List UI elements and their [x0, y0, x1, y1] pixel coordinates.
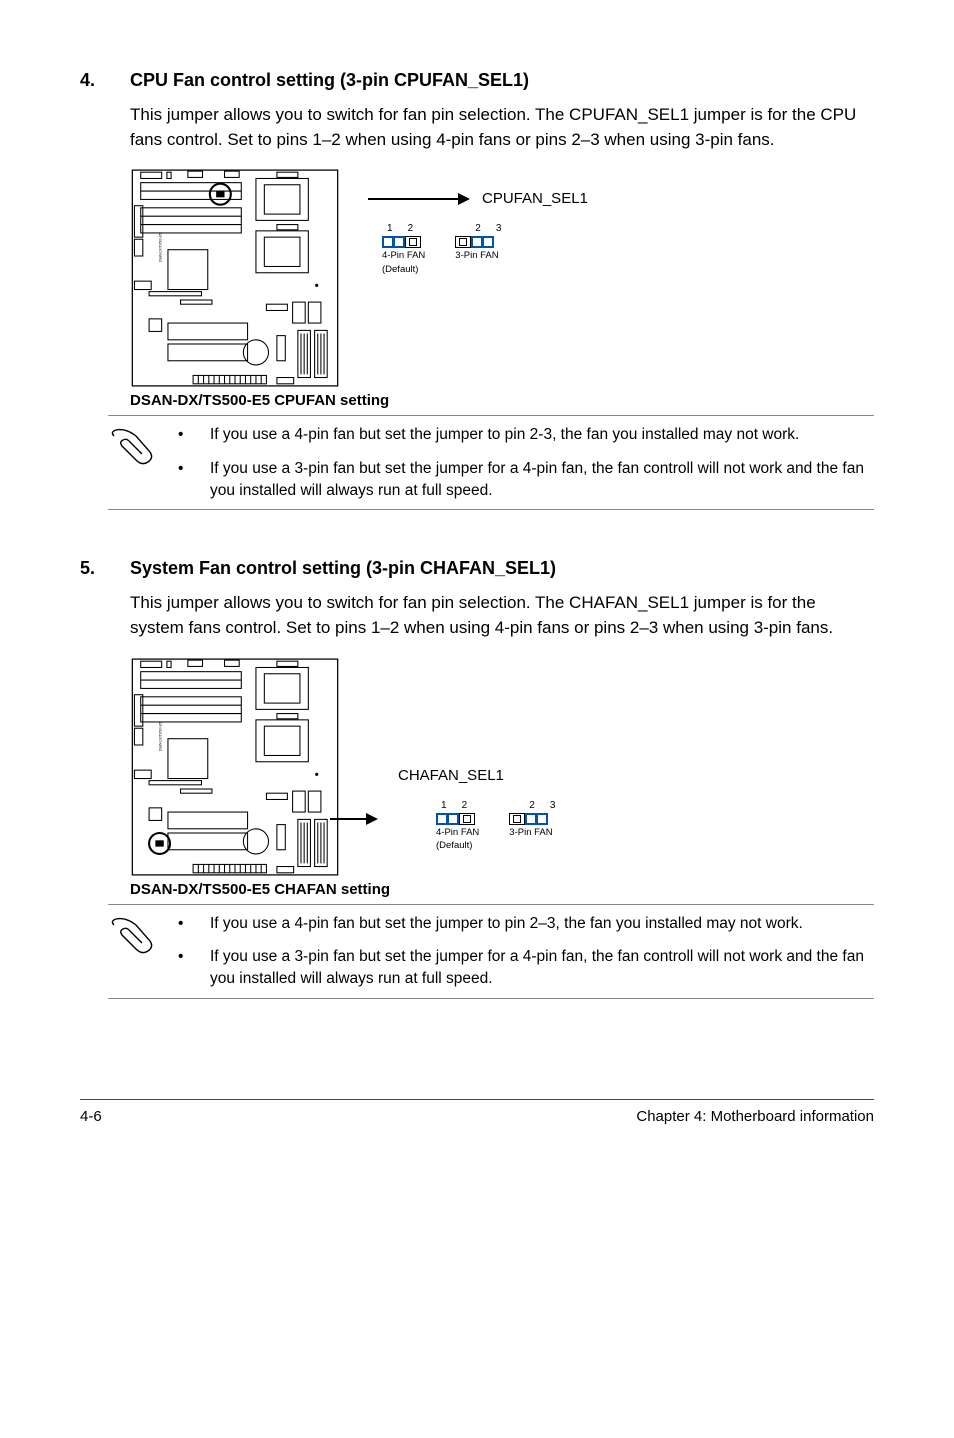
jumper-shape	[455, 236, 501, 248]
jumper-caption-2: (Default)	[436, 840, 479, 851]
page-footer: 4-6 Chapter 4: Motherboard information	[80, 1099, 874, 1125]
jumper-shape	[509, 813, 555, 825]
motherboard-diagram: DSAN-DX/TS500-E5	[130, 168, 340, 388]
note-list: •If you use a 4-pin fan but set the jump…	[178, 424, 874, 501]
note-box: •If you use a 4-pin fan but set the jump…	[108, 415, 874, 510]
pin-numbers: 1 2	[382, 223, 425, 234]
jumper-caption-1: 3-Pin FAN	[509, 827, 555, 838]
jumper-diagrams: CPUFAN_SEL1 1 2 4-Pin FAN (Default)	[368, 168, 588, 275]
paperclip-icon	[108, 428, 156, 468]
arrow-icon	[368, 198, 468, 200]
diagram-area: DSAN-DX/TS500-E5	[130, 168, 874, 409]
jumper-shape	[436, 813, 479, 825]
jumper-diagrams: CHAFAN_SEL1 1 2	[368, 657, 555, 852]
jumper-caption-1: 4-Pin FAN	[382, 250, 425, 261]
diagram-area: DSAN-DX/TS500-E5	[130, 657, 874, 898]
section-body: This jumper allows you to switch for fan…	[130, 103, 874, 152]
list-item: •If you use a 3-pin fan but set the jump…	[178, 946, 874, 989]
list-item: •If you use a 3-pin fan but set the jump…	[178, 458, 874, 501]
jumper-block-left: 1 2 4-Pin FAN (Default)	[436, 800, 479, 852]
pin-numbers: 1 2	[436, 800, 479, 811]
section-number: 4.	[80, 70, 100, 91]
arrow-label-row: CHAFAN_SEL1	[398, 767, 555, 784]
jumper-row: 1 2 4-Pin FAN (Default) 2 3	[382, 223, 588, 275]
section-cpu-fan: 4. CPU Fan control setting (3-pin CPUFAN…	[80, 70, 874, 510]
diagram-caption: DSAN-DX/TS500-E5 CPUFAN setting	[130, 392, 874, 409]
jumper-block-right: 2 3 3-Pin FAN	[455, 223, 501, 275]
paperclip-icon	[108, 917, 156, 957]
arrow-label-row: CPUFAN_SEL1	[368, 190, 588, 207]
section-body: This jumper allows you to switch for fan…	[130, 591, 874, 640]
pin-numbers: 2 3	[509, 800, 555, 811]
note-list: •If you use a 4-pin fan but set the jump…	[178, 913, 874, 990]
section-title: CPU Fan control setting (3-pin CPUFAN_SE…	[130, 70, 529, 91]
jumper-block-left: 1 2 4-Pin FAN (Default)	[382, 223, 425, 275]
connector-label: CPUFAN_SEL1	[482, 190, 588, 207]
chapter-label: Chapter 4: Motherboard information	[636, 1108, 874, 1125]
jumper-caption-1: 4-Pin FAN	[436, 827, 479, 838]
jumper-caption-1: 3-Pin FAN	[455, 250, 501, 261]
section-title: System Fan control setting (3-pin CHAFAN…	[130, 558, 556, 579]
section-number: 5.	[80, 558, 100, 579]
diagram-row: DSAN-DX/TS500-E5	[130, 657, 874, 877]
connector-label: CHAFAN_SEL1	[398, 767, 504, 784]
svg-text:DSAN-DX/TS500-E5: DSAN-DX/TS500-E5	[159, 722, 163, 751]
jumper-row: 1 2 4-Pin FAN (Default) 2 3	[368, 800, 555, 852]
pin-numbers: 2 3	[455, 223, 501, 234]
note-box: •If you use a 4-pin fan but set the jump…	[108, 904, 874, 999]
section-header: 4. CPU Fan control setting (3-pin CPUFAN…	[80, 70, 874, 91]
section-header: 5. System Fan control setting (3-pin CHA…	[80, 558, 874, 579]
jumper-caption-2: (Default)	[382, 264, 425, 275]
section-system-fan: 5. System Fan control setting (3-pin CHA…	[80, 558, 874, 998]
diagram-row: DSAN-DX/TS500-E5	[130, 168, 874, 388]
list-item: •If you use a 4-pin fan but set the jump…	[178, 424, 874, 446]
diagram-caption: DSAN-DX/TS500-E5 CHAFAN setting	[130, 881, 874, 898]
jumper-block-right: 2 3 3-Pin FAN	[509, 800, 555, 852]
jumper-shape	[382, 236, 425, 248]
motherboard-diagram: DSAN-DX/TS500-E5	[130, 657, 340, 877]
page-number: 4-6	[80, 1108, 102, 1125]
svg-text:DSAN-DX/TS500-E5: DSAN-DX/TS500-E5	[159, 233, 163, 262]
list-item: •If you use a 4-pin fan but set the jump…	[178, 913, 874, 935]
